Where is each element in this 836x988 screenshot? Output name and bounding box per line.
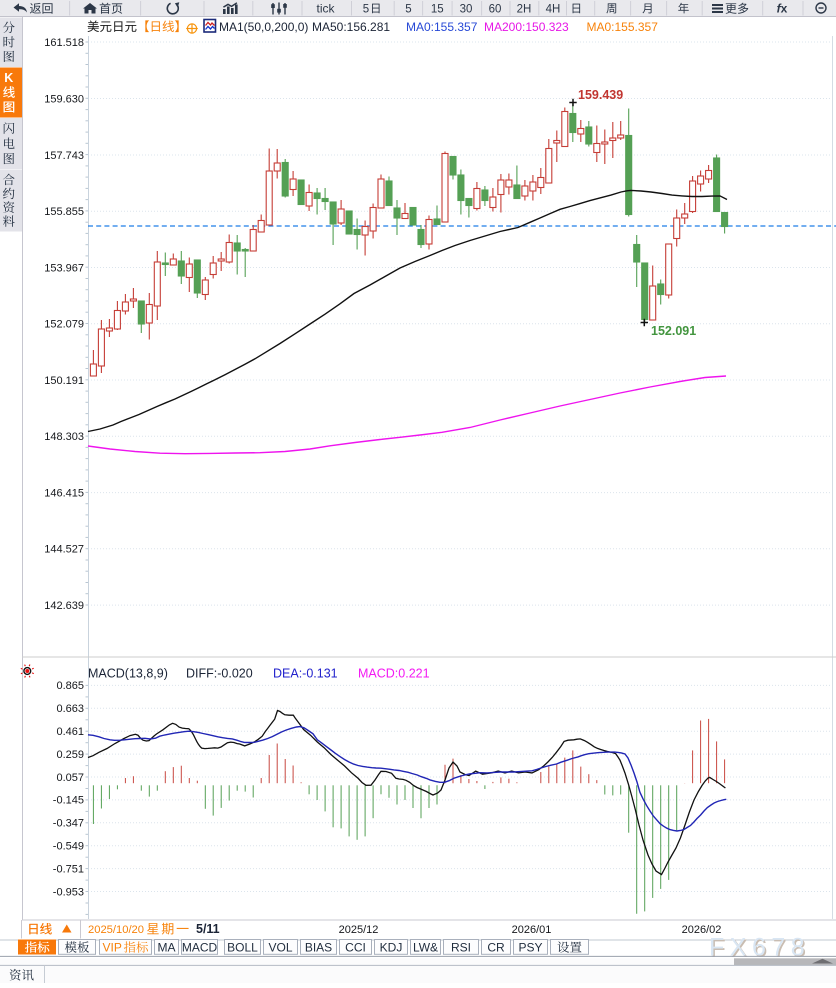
svg-text:RSI: RSI [451,941,471,955]
svg-text:MA0:155.357: MA0:155.357 [587,20,659,34]
svg-text:144.527: 144.527 [44,544,84,556]
svg-text:-0.347: -0.347 [53,818,84,830]
svg-text:5: 5 [405,4,411,16]
svg-text:FX678: FX678 [709,934,810,962]
svg-text:MACD:0.221: MACD:0.221 [358,667,430,681]
svg-text:142.639: 142.639 [44,600,84,612]
svg-text:tick: tick [317,2,336,16]
svg-text:BIAS: BIAS [305,941,332,955]
svg-text:2H: 2H [517,4,532,16]
svg-text:30: 30 [460,4,473,16]
svg-text:MACD(13,8,9): MACD(13,8,9) [88,667,168,681]
svg-text:0.057: 0.057 [56,772,84,784]
svg-text:2025/12: 2025/12 [339,924,379,936]
svg-text:-0.145: -0.145 [53,795,84,807]
svg-text:2026/01: 2026/01 [512,924,552,936]
svg-text:VOL: VOL [268,941,292,955]
svg-text:MA50:156.281: MA50:156.281 [312,20,390,34]
svg-text:60: 60 [489,4,502,16]
svg-text:159.439: 159.439 [578,88,623,102]
svg-text:159.630: 159.630 [44,93,84,105]
svg-text:fx: fx [777,2,788,16]
svg-text:5/11: 5/11 [196,922,220,936]
svg-text:2026/02: 2026/02 [682,924,722,936]
svg-text:PSY: PSY [518,941,542,955]
svg-text:DIFF:-0.020: DIFF:-0.020 [186,667,253,681]
svg-text:0.865: 0.865 [56,680,84,692]
svg-text:MA0:155.357: MA0:155.357 [406,20,478,34]
svg-text:0.259: 0.259 [56,749,84,761]
svg-text:LW&: LW& [413,941,438,955]
svg-text:153.967: 153.967 [44,262,84,274]
svg-text:-0.549: -0.549 [53,841,84,853]
svg-text:157.743: 157.743 [44,150,84,162]
svg-text:2025/10/20: 2025/10/20 [88,924,144,936]
svg-text:152.091: 152.091 [651,324,696,338]
svg-text:MACD: MACD [182,941,218,955]
svg-text:150.191: 150.191 [44,375,84,387]
svg-text:4H: 4H [546,4,561,16]
svg-text:DEA:-0.131: DEA:-0.131 [273,667,338,681]
svg-text:-0.953: -0.953 [53,886,84,898]
svg-text:148.303: 148.303 [44,431,84,443]
svg-text:K: K [4,71,13,85]
svg-text:CR: CR [487,941,505,955]
svg-text:MA200:150.323: MA200:150.323 [484,20,569,34]
svg-text:161.518: 161.518 [44,37,84,49]
svg-text:MA1(50,0,200,0): MA1(50,0,200,0) [219,20,308,34]
svg-text:0.663: 0.663 [56,703,84,715]
svg-text:CCI: CCI [345,941,366,955]
svg-text:-0.751: -0.751 [53,863,84,875]
svg-text:15: 15 [431,4,444,16]
svg-text:BOLL: BOLL [227,941,258,955]
svg-text:KDJ: KDJ [380,941,403,955]
svg-text:5: 5 [363,4,369,16]
svg-text:MA: MA [158,941,176,955]
svg-text:155.855: 155.855 [44,206,84,218]
svg-text:152.079: 152.079 [44,319,84,331]
svg-text:VIP: VIP [103,941,122,955]
svg-text:146.415: 146.415 [44,487,84,499]
svg-text:0.461: 0.461 [56,726,84,738]
